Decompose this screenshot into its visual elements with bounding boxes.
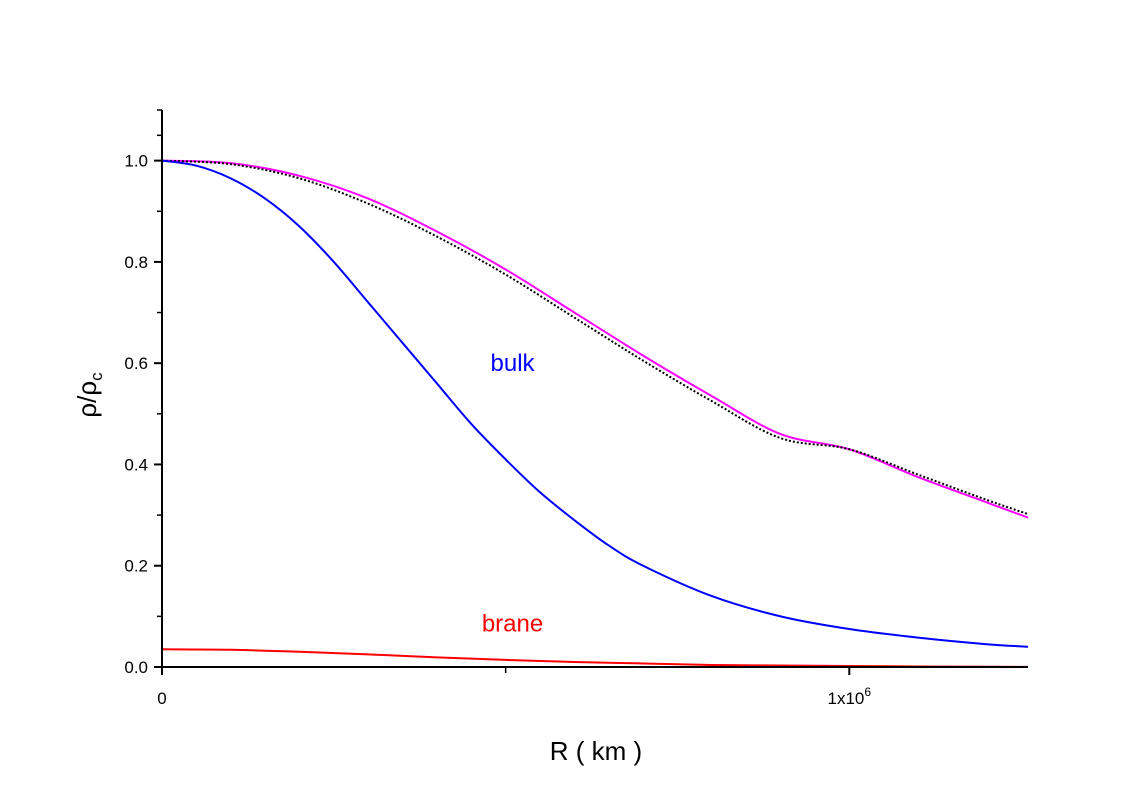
series-line-4 — [161, 648, 1029, 668]
y-tick-label: 0.6 — [124, 354, 148, 373]
y-tick-label: 1.0 — [124, 152, 148, 171]
annotation-bulk: bulk — [491, 350, 536, 377]
y-tick-label: 0.0 — [124, 658, 148, 677]
y-tick-label: 0.8 — [124, 253, 148, 272]
x-tick-label: 0 — [157, 689, 166, 708]
annotations: bulk brane — [482, 350, 543, 638]
y-axis-ticks: 0.0 0.2 0.4 0.6 0.8 1.0 — [124, 109, 162, 677]
series-layer — [161, 159, 1029, 668]
y-axis-title: ρ/ρc — [72, 372, 106, 418]
x-tick-label: 1x106 — [828, 685, 872, 708]
y-tick-label: 0.4 — [124, 455, 148, 474]
series-line-2 — [161, 159, 1029, 516]
annotation-brane: brane — [482, 611, 543, 638]
x-axis-ticks: 0 1x106 — [157, 667, 871, 708]
x-tick-label-exponent: 6 — [864, 685, 871, 699]
y-axis-title-sub: c — [87, 372, 106, 381]
y-axis-title-main: ρ/ρ — [72, 381, 102, 418]
y-tick-label: 0.2 — [124, 557, 148, 576]
x-axis-title: R ( km ) — [550, 736, 642, 766]
series-line-3 — [161, 159, 1029, 648]
series-line-1 — [161, 159, 1029, 519]
